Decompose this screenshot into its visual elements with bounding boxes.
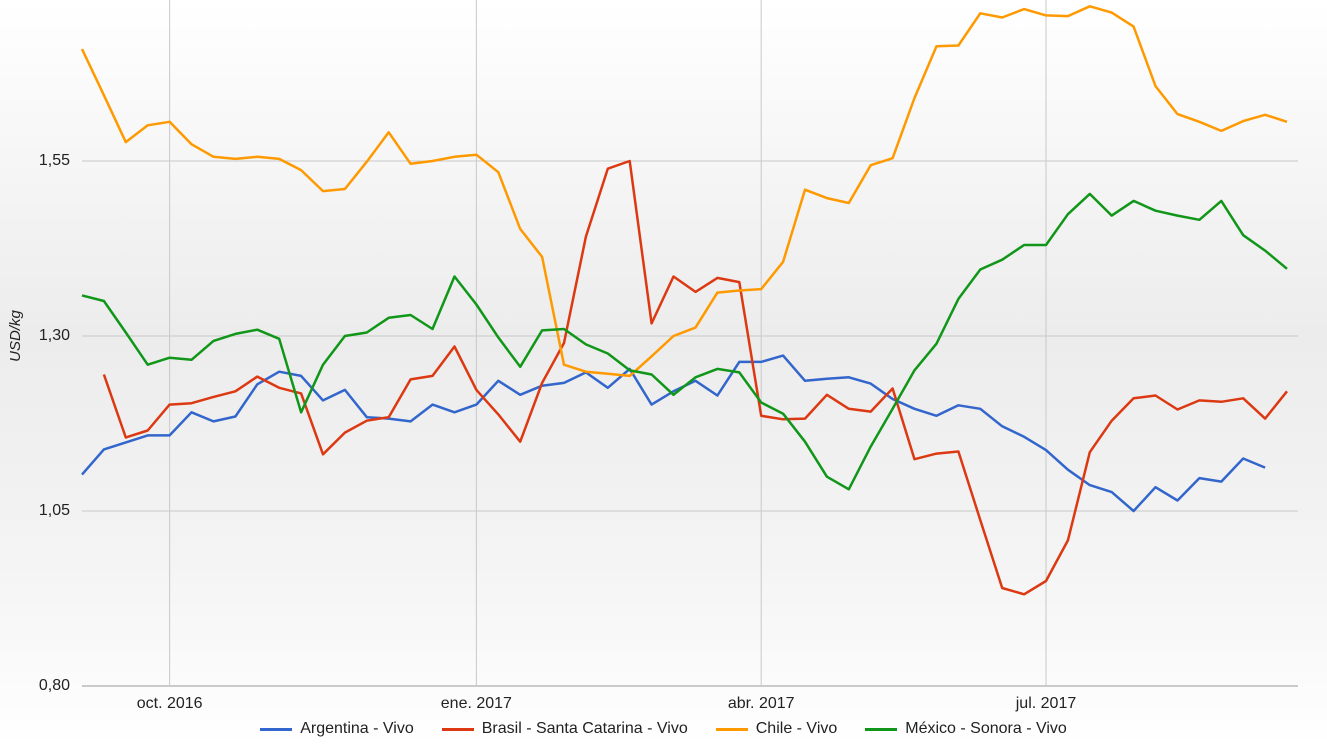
legend-swatch <box>441 727 474 731</box>
legend-label: México - Sonora - Vivo <box>905 720 1067 737</box>
x-tick-label: abr. 2017 <box>728 695 795 712</box>
y-tick-label: 1,05 <box>39 502 70 519</box>
legend-label: Chile - Vivo <box>755 720 838 737</box>
legend-item: Argentina - Vivo <box>260 720 414 738</box>
series-line <box>80 5 1288 378</box>
legend-swatch <box>715 727 748 731</box>
y-tick-label: 0,80 <box>39 677 70 694</box>
legend-swatch <box>865 727 898 731</box>
series-line <box>81 354 1266 513</box>
legend-label: Brasil - Santa Catarina - Vivo <box>481 720 688 737</box>
series-line <box>102 159 1288 596</box>
legend-item: México - Sonora - Vivo <box>865 720 1067 738</box>
y-tick-label: 1,30 <box>39 327 70 344</box>
legend-label: Argentina - Vivo <box>300 720 414 737</box>
legend: Argentina - Vivo Brasil - Santa Catarina … <box>0 717 1327 741</box>
x-tick-label: jul. 2017 <box>1015 695 1077 712</box>
x-tick-label: oct. 2016 <box>137 695 203 712</box>
x-tick-label: ene. 2017 <box>441 695 512 712</box>
y-tick-label: 1,55 <box>39 152 70 169</box>
legend-swatch <box>260 727 293 731</box>
legend-item: Brasil - Santa Catarina - Vivo <box>441 720 688 738</box>
legend-item: Chile - Vivo <box>715 720 838 738</box>
y-axis-label: USD/kg <box>7 310 24 362</box>
series-line <box>81 192 1288 491</box>
